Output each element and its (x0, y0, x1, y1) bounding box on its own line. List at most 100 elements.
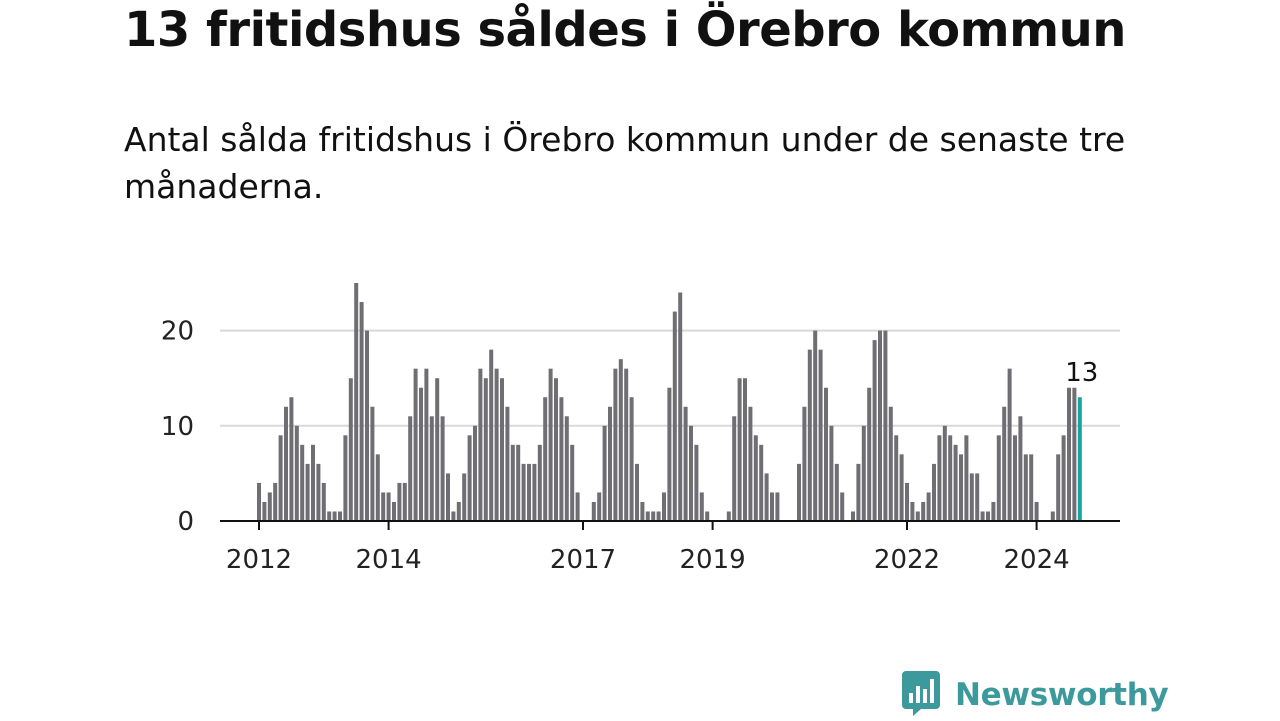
bar (338, 511, 342, 521)
bar (651, 511, 656, 521)
bar (953, 444, 958, 521)
bar (516, 444, 521, 521)
bar (257, 482, 261, 521)
bar (764, 473, 769, 521)
bar (359, 302, 364, 521)
bar (883, 330, 888, 521)
bar (980, 511, 985, 521)
bar (689, 425, 693, 521)
bar (888, 406, 893, 521)
bar (554, 378, 558, 521)
bar (413, 368, 418, 521)
bar (878, 330, 882, 521)
bar (505, 406, 510, 521)
bar (656, 511, 661, 521)
bar (392, 501, 396, 521)
bar (386, 492, 391, 521)
y-tick-label: 10 (161, 412, 194, 442)
bar (969, 473, 974, 521)
bar (300, 444, 305, 521)
bar (694, 444, 699, 521)
bar (440, 416, 445, 521)
bar (570, 444, 575, 521)
bar (894, 435, 899, 521)
bar (678, 292, 683, 521)
bar (343, 435, 348, 521)
bar-chart: 0 10 20 2012 2014 2017 2019 2022 2024 13 (161, 283, 1120, 575)
bar (775, 492, 780, 521)
bar (462, 473, 467, 521)
bar (672, 311, 677, 521)
bar (856, 463, 861, 521)
bar (683, 406, 688, 521)
bar (451, 511, 456, 521)
bar (910, 501, 915, 521)
bar (705, 511, 710, 521)
bar (267, 492, 272, 521)
bar (629, 397, 634, 521)
bar (1007, 368, 1012, 521)
bar (732, 416, 737, 521)
bar (397, 482, 402, 521)
bar (986, 511, 990, 521)
bar (478, 368, 483, 521)
bar (759, 444, 764, 521)
bar (510, 444, 515, 521)
bar (770, 492, 774, 521)
bar (1056, 454, 1061, 521)
bar (1013, 435, 1017, 521)
bar (543, 397, 548, 521)
bar (824, 387, 828, 521)
bar (726, 511, 731, 521)
bar (640, 501, 645, 521)
bar (1002, 406, 1007, 521)
bar (424, 368, 429, 521)
bar (559, 397, 564, 521)
latest-value-label: 13 (1065, 358, 1098, 388)
bar (354, 283, 359, 521)
bar (284, 406, 288, 521)
bar (1029, 454, 1034, 521)
bar (662, 492, 666, 521)
bar (348, 378, 353, 521)
bar (797, 463, 801, 521)
bar (921, 501, 926, 521)
bar (813, 330, 818, 521)
bar (494, 368, 499, 521)
bar (327, 511, 332, 521)
bar-latest (1077, 397, 1082, 521)
bar (575, 492, 580, 521)
bar (899, 454, 904, 521)
bar (311, 444, 315, 521)
bar (834, 463, 839, 521)
bar (959, 454, 963, 521)
bar (365, 330, 369, 521)
bar (1061, 435, 1066, 521)
bar (435, 378, 440, 521)
bar (419, 387, 423, 521)
bar-chart-speech-bubble-icon (901, 669, 941, 721)
bar (932, 463, 936, 521)
bar (926, 492, 931, 521)
bar (942, 425, 947, 521)
bar (473, 425, 477, 521)
brand-name: Newsworthy (955, 677, 1169, 713)
bar (618, 359, 623, 521)
bar (537, 444, 542, 521)
bar (446, 473, 450, 521)
bar (635, 463, 639, 521)
bar (699, 492, 704, 521)
bar (321, 482, 326, 521)
bar (948, 435, 953, 521)
bar (861, 425, 866, 521)
labels: 0 10 20 2012 2014 2017 2019 2022 2024 13 (161, 317, 1098, 575)
bar (1050, 511, 1055, 521)
bar (602, 425, 607, 521)
bar (996, 435, 1001, 521)
bar (381, 492, 386, 521)
bar (743, 378, 747, 521)
bar (1018, 416, 1023, 521)
chart-title: 13 fritidshus såldes i Örebro kommun (124, 2, 1126, 58)
bar (402, 482, 407, 521)
bar (489, 349, 494, 521)
